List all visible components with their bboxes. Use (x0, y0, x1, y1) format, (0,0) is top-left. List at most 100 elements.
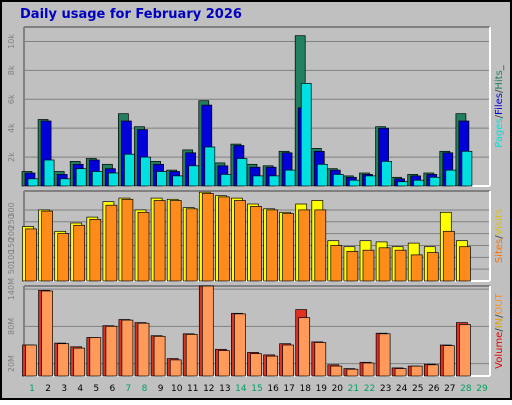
volume-bar-out-day-26 (426, 364, 439, 377)
visits-y-tick-label: 300 (7, 202, 16, 217)
hits-legend-item-0: Pages (494, 118, 505, 147)
x-tick-label-day-17: 17 (283, 384, 294, 394)
visits-bar-sites-day-4 (73, 224, 86, 282)
x-tick-label-day-19: 19 (316, 384, 328, 394)
hits-bar-pages-day-27 (445, 169, 457, 187)
volume-bar-out-day-20 (330, 365, 343, 377)
x-tick-label-day-25: 25 (412, 384, 423, 394)
x-tick-label-day-28: 28 (460, 384, 472, 394)
hits-bar-pages-day-20 (332, 174, 344, 187)
volume-bar-out-day-23 (378, 333, 391, 377)
x-tick-label-day-16: 16 (267, 384, 279, 394)
hits-bar-pages-day-13 (220, 174, 232, 187)
hits-legend-item-1: / (494, 114, 505, 118)
hits-bar-pages-day-28 (461, 150, 473, 187)
visits-bar-sites-day-27 (442, 230, 455, 282)
volume-bar-out-day-14 (234, 313, 246, 377)
hits-bar-pages-day-24 (397, 181, 408, 187)
volume-bar-out-day-28 (459, 324, 471, 377)
x-tick-label-day-22: 22 (364, 384, 375, 394)
visits-bar-sites-day-23 (378, 247, 391, 282)
volume-bar-out-day-11 (185, 334, 198, 377)
volume-bar-out-day-18 (298, 317, 311, 377)
visits-legend: Sites/Visits (494, 209, 505, 263)
visits-bar-sites-day-13 (218, 196, 230, 282)
visits-bar-sites-day-16 (266, 209, 278, 282)
hits-legend-item-2: Files (494, 93, 505, 115)
x-tick-label-day-2: 2 (45, 384, 51, 394)
volume-legend-item-0: Volume (494, 332, 505, 369)
x-tick-label-day-14: 14 (235, 384, 247, 394)
x-tick-label-day-15: 15 (251, 384, 262, 394)
volume-y-tick-label: 20M (7, 355, 16, 372)
hits-bar-pages-day-9 (156, 171, 167, 187)
visits-legend-item-2: Visits (494, 209, 505, 236)
hits-legend: Pages/Files/Hits_ (494, 64, 505, 148)
visits-bar-sites-day-20 (330, 245, 343, 282)
x-tick-label-day-10: 10 (171, 384, 183, 394)
volume-bar-out-day-7 (121, 319, 134, 377)
volume-bar-out-day-6 (105, 325, 118, 377)
hits-y-tick-label: 2k (7, 152, 16, 162)
hits-y-tick-label: 6k (7, 94, 16, 104)
visits-bar-sites-day-26 (426, 252, 439, 282)
hits-bar-pages-day-16 (268, 175, 280, 187)
visits-bar-sites-day-21 (346, 251, 359, 282)
volume-bar-out-day-22 (362, 362, 375, 377)
volume-legend-item-2: IN (494, 318, 505, 328)
visits-bar-sites-day-12 (201, 193, 214, 282)
x-tick-label-day-24: 24 (396, 384, 408, 394)
hits-bar-pages-day-2 (43, 159, 55, 187)
x-tick-label-day-3: 3 (61, 384, 67, 394)
x-tick-label-day-8: 8 (142, 384, 148, 394)
x-tick-label-day-1: 1 (29, 384, 35, 394)
hits-bar-pages-day-21 (349, 179, 360, 187)
visits-y-tick-label: 200 (7, 226, 16, 241)
x-tick-label-day-9: 9 (158, 384, 164, 394)
visits-bar-sites-day-28 (459, 246, 471, 282)
x-tick-label-day-13: 13 (219, 384, 230, 394)
visits-y-tick-label: 150 (7, 238, 16, 253)
x-tick-label-day-18: 18 (299, 384, 311, 394)
visits-bar-sites-day-24 (394, 249, 407, 282)
visits-bar-sites-day-25 (410, 254, 423, 282)
hits-legend-item-4: Hits (494, 70, 505, 89)
hits-bar-pages-day-7 (124, 153, 135, 187)
visits-bar-sites-day-3 (57, 233, 70, 282)
volume-bar-out-day-19 (314, 342, 327, 377)
visits-bar-sites-day-7 (121, 198, 134, 282)
volume-legend-item-3: / (494, 314, 505, 318)
visits-bar-sites-day-1 (25, 228, 37, 282)
visits-legend-item-1: / (494, 235, 505, 239)
visits-bar-sites-day-11 (185, 208, 198, 282)
hits-bar-pages-day-8 (140, 156, 151, 187)
hits-plot-area (24, 27, 490, 186)
x-tick-label-day-23: 23 (380, 384, 391, 394)
x-tick-label-day-26: 26 (428, 384, 440, 394)
volume-legend: Volume/IN/OUT (494, 292, 505, 369)
visits-bar-sites-day-2 (41, 210, 53, 282)
visits-bar-sites-day-6 (105, 204, 118, 282)
volume-bar-out-day-1 (25, 344, 37, 377)
hits-bar-pages-day-18 (300, 83, 312, 187)
volume-bar-out-day-25 (410, 365, 423, 377)
hits-y-tick-label: 8k (7, 65, 16, 75)
hits-bar-pages-day-26 (429, 176, 441, 187)
x-tick-label-day-27: 27 (444, 384, 455, 394)
visits-bar-sites-day-9 (153, 200, 166, 282)
hits-bar-pages-day-11 (188, 165, 200, 187)
volume-bar-out-day-2 (41, 290, 53, 377)
volume-bar-out-day-5 (89, 337, 102, 377)
visits-bar-sites-day-15 (250, 206, 262, 282)
volume-bar-out-day-8 (137, 322, 150, 377)
visits-bar-sites-day-8 (137, 211, 150, 282)
x-tick-label-day-6: 6 (110, 384, 116, 394)
hits-bar-pages-day-22 (365, 175, 376, 187)
hits-y-tick-label: 10k (7, 34, 16, 49)
hits-bar-pages-day-5 (91, 171, 103, 187)
